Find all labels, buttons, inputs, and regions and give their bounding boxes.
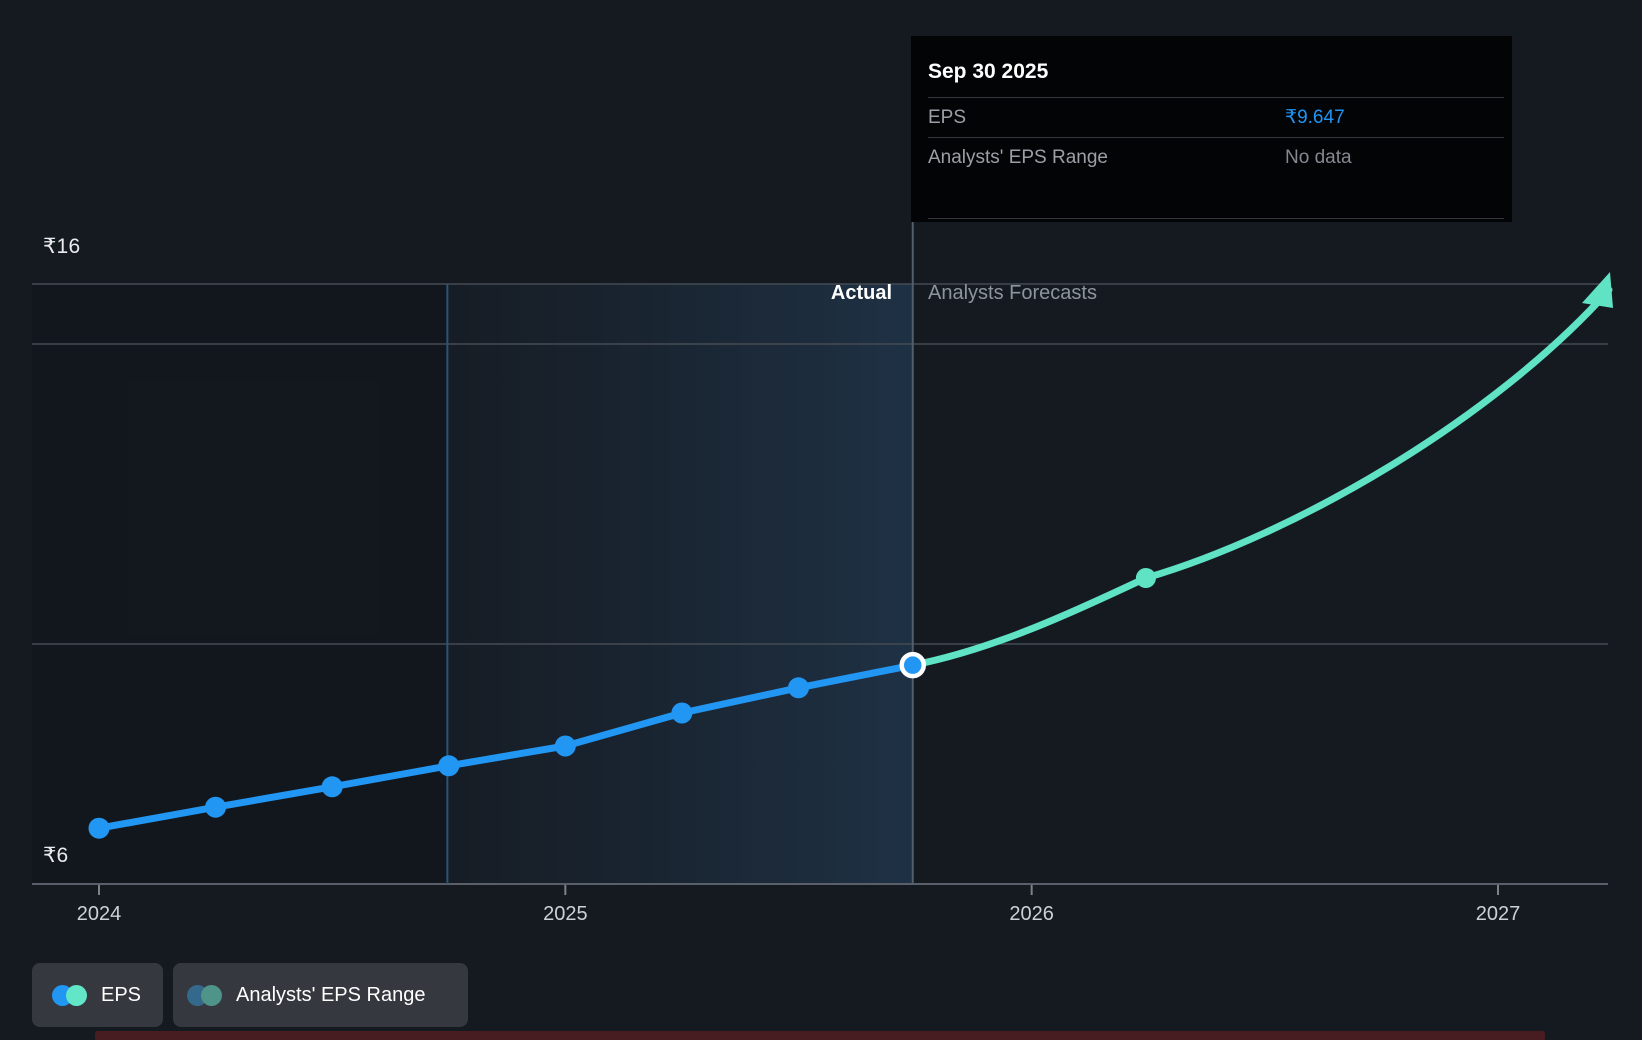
tooltip-divider (928, 137, 1504, 138)
x-tick-label: 2025 (543, 903, 588, 925)
tooltip-row-eps-range: Analysts' EPS Range No data (911, 138, 1512, 178)
bottom-progress-bar (95, 1031, 1545, 1040)
tooltip-eps-label: EPS (928, 107, 967, 128)
eps-point-dot[interactable] (671, 702, 693, 724)
range-teal-dot-icon (201, 984, 222, 1006)
forecast-line (909, 286, 1613, 669)
eps-actual-line (95, 661, 917, 832)
x-tick-label: 2027 (1475, 903, 1521, 925)
legend-label-eps: EPS (101, 983, 142, 1006)
trailing-year-band (447, 284, 913, 884)
eps-teal-dot-icon (66, 984, 87, 1006)
y-axis-label-max: ₹16 (43, 235, 81, 258)
y-axis-label-min: ₹6 (43, 844, 69, 867)
forecast-end-arrow-icon (1582, 272, 1613, 308)
eps-point-dot[interactable] (205, 796, 227, 818)
highlighted-point-dot[interactable] (899, 651, 926, 679)
tooltip-range-label: Analysts' EPS Range (928, 147, 1108, 168)
eps-point-dot[interactable] (787, 677, 809, 699)
eps-point-dot[interactable] (554, 735, 576, 757)
tooltip-divider (928, 218, 1504, 219)
forecast-region-label: Analysts Forecasts (928, 282, 1097, 304)
tooltip-row-eps: EPS ₹9.647 (911, 98, 1512, 138)
x-tick-label: 2024 (76, 903, 122, 925)
tooltip-range-value: No data (1285, 147, 1352, 168)
chart-legend: EPS Analysts' EPS Range (32, 963, 468, 1027)
eps-point-dot[interactable] (321, 776, 343, 798)
legend-item-analysts-eps-range[interactable]: Analysts' EPS Range (173, 963, 468, 1027)
actual-region-shade (32, 284, 448, 884)
eps-point-dot[interactable] (88, 817, 110, 839)
legend-item-eps[interactable]: EPS (32, 963, 163, 1027)
tooltip-date-title: Sep 30 2025 (928, 60, 1049, 83)
actual-region-label: Actual (830, 282, 892, 304)
tooltip-eps-value: ₹9.647 (1285, 107, 1345, 128)
x-tick-label: 2026 (1009, 903, 1054, 925)
eps-point-dot[interactable] (438, 755, 460, 777)
forecast-point-dot[interactable] (1135, 568, 1156, 588)
tooltip-divider (928, 97, 1504, 98)
chart-tooltip: Sep 30 2025 EPS ₹9.647 Analysts' EPS Ran… (911, 36, 1512, 222)
legend-label-analysts-eps-range: Analysts' EPS Range (236, 983, 426, 1006)
